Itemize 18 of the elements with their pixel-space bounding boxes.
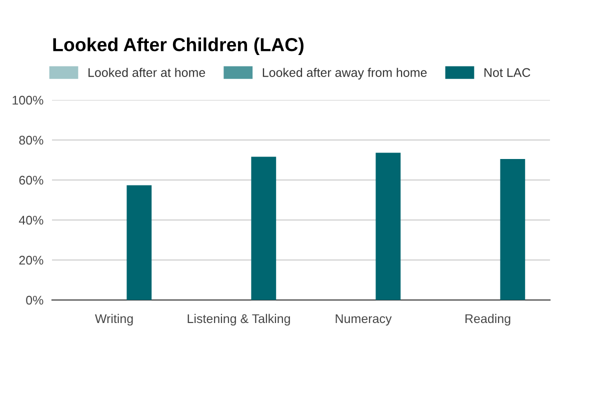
y-tick-label: 40% (18, 216, 44, 225)
y-tick-label: 20% (19, 256, 44, 265)
x-tick-label: Numeracy (336, 314, 392, 326)
chart-title: Looked After Children (LAC) (53, 38, 304, 55)
y-tick-label: 100% (12, 96, 44, 105)
bar (251, 156, 276, 300)
x-tick-label: Writing (94, 314, 133, 326)
bar (126, 185, 152, 300)
legend-label: Looked after away from home (262, 68, 427, 80)
x-tick-label: Reading (465, 314, 510, 326)
y-tick-label: 60% (19, 176, 44, 185)
legend-label: Looked after at home (88, 68, 206, 77)
x-tick-label: Listening & Talking (188, 314, 290, 326)
bar (376, 152, 401, 300)
legend-label: Not LAC (484, 68, 530, 77)
y-tick-label: 80% (19, 136, 44, 145)
y-tick-label: 0% (26, 296, 44, 305)
bar (500, 159, 526, 300)
